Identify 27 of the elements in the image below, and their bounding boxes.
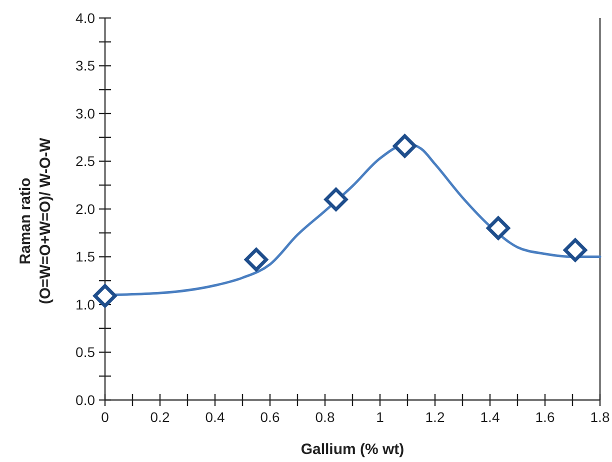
point xyxy=(324,188,348,212)
x-tick-label: 0.4 xyxy=(205,409,225,425)
x-tick-label: 1.2 xyxy=(425,409,445,425)
x-tick-label: 1 xyxy=(376,409,384,425)
x-tick-label: 0 xyxy=(101,409,110,425)
x-tick-label: 0.6 xyxy=(260,409,280,425)
y-tick-label: 0.5 xyxy=(76,344,96,360)
y-tick-label: 3.0 xyxy=(76,105,96,122)
y-tick-label: 2.0 xyxy=(76,200,96,217)
x-tick-label: 0.2 xyxy=(150,409,170,425)
point xyxy=(564,238,587,262)
y-axis-title: Raman ratio (O=W=O+W=O)/ W-O-W xyxy=(17,136,54,304)
x-tick-label: 1.8 xyxy=(590,409,610,425)
x-tick-label: 1.6 xyxy=(535,409,555,425)
point xyxy=(93,284,117,308)
x-tick-label: 0.8 xyxy=(315,409,335,425)
point xyxy=(486,216,510,240)
y-tick-label: 3.5 xyxy=(76,58,96,74)
y-tick-label: 4.0 xyxy=(76,10,96,26)
point xyxy=(244,248,268,272)
x-tick-label: 1.4 xyxy=(480,409,500,425)
y-tick-label: 1.5 xyxy=(76,248,96,265)
y-tick-label: 1.0 xyxy=(76,296,96,312)
y-tick-label: 0.0 xyxy=(76,392,96,408)
y-tick-label: 2.5 xyxy=(76,153,96,170)
point xyxy=(393,134,416,158)
x-axis-title: Gallium (% wt) xyxy=(300,441,404,458)
